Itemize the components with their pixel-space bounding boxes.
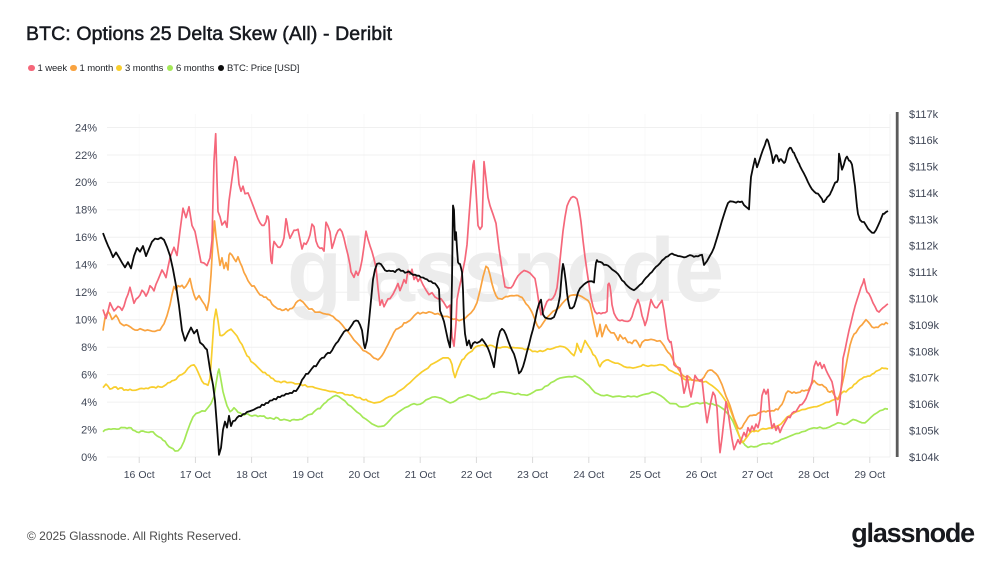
- svg-text:16 Oct: 16 Oct: [124, 469, 155, 481]
- svg-text:$108k: $108k: [909, 346, 939, 358]
- svg-text:$105k: $105k: [909, 425, 939, 437]
- svg-text:27 Oct: 27 Oct: [742, 469, 773, 481]
- svg-text:$111k: $111k: [909, 267, 938, 279]
- svg-text:0%: 0%: [81, 452, 97, 464]
- svg-text:10%: 10%: [75, 315, 97, 327]
- svg-text:$115k: $115k: [909, 162, 939, 174]
- svg-text:20%: 20%: [75, 177, 97, 189]
- svg-text:26 Oct: 26 Oct: [686, 469, 717, 481]
- svg-text:8%: 8%: [81, 342, 97, 354]
- svg-text:12%: 12%: [75, 287, 97, 299]
- svg-text:22%: 22%: [75, 150, 97, 162]
- svg-text:16%: 16%: [75, 232, 97, 244]
- svg-text:21 Oct: 21 Oct: [405, 469, 436, 481]
- svg-text:$116k: $116k: [909, 135, 939, 147]
- svg-text:17 Oct: 17 Oct: [180, 469, 211, 481]
- svg-text:$107k: $107k: [909, 373, 939, 385]
- svg-text:$109k: $109k: [909, 320, 939, 332]
- svg-text:24%: 24%: [75, 122, 97, 134]
- svg-text:$113k: $113k: [909, 214, 939, 226]
- svg-text:25 Oct: 25 Oct: [630, 469, 661, 481]
- svg-text:28 Oct: 28 Oct: [798, 469, 829, 481]
- svg-text:4%: 4%: [81, 397, 97, 409]
- svg-text:$104k: $104k: [909, 452, 939, 464]
- svg-text:$110k: $110k: [909, 294, 939, 306]
- svg-text:18%: 18%: [75, 205, 97, 217]
- svg-text:22 Oct: 22 Oct: [461, 469, 492, 481]
- svg-text:23 Oct: 23 Oct: [517, 469, 548, 481]
- svg-text:$114k: $114k: [909, 188, 939, 200]
- svg-text:$112k: $112k: [909, 241, 939, 253]
- svg-text:6%: 6%: [81, 369, 97, 381]
- svg-text:$117k: $117k: [909, 109, 939, 121]
- svg-text:$106k: $106k: [909, 399, 939, 411]
- svg-text:29 Oct: 29 Oct: [854, 469, 885, 481]
- svg-text:24 Oct: 24 Oct: [573, 469, 604, 481]
- svg-text:20 Oct: 20 Oct: [349, 469, 380, 481]
- svg-text:14%: 14%: [75, 260, 97, 272]
- svg-text:18 Oct: 18 Oct: [236, 469, 267, 481]
- svg-text:19 Oct: 19 Oct: [292, 469, 323, 481]
- svg-text:2%: 2%: [81, 424, 97, 436]
